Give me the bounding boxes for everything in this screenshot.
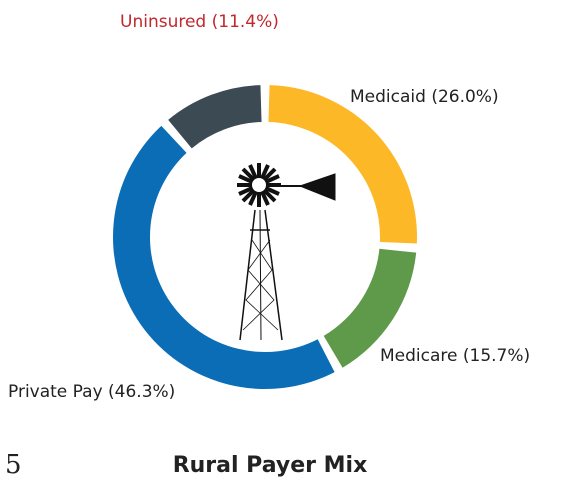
page-number: 5 [5, 450, 22, 480]
chart-title: Rural Payer Mix [173, 453, 368, 478]
segment-label: Uninsured (11.4%) [120, 12, 279, 32]
segment-label: Medicare (15.7%) [380, 346, 530, 366]
donut-segment [168, 85, 262, 149]
segment-label: Private Pay (46.3%) [8, 382, 175, 402]
donut-segment [112, 125, 335, 390]
windmill-icon [237, 163, 336, 341]
donut-segment [323, 248, 417, 368]
segment-label: Medicaid (26.0%) [350, 87, 499, 107]
donut-segment [268, 85, 418, 244]
